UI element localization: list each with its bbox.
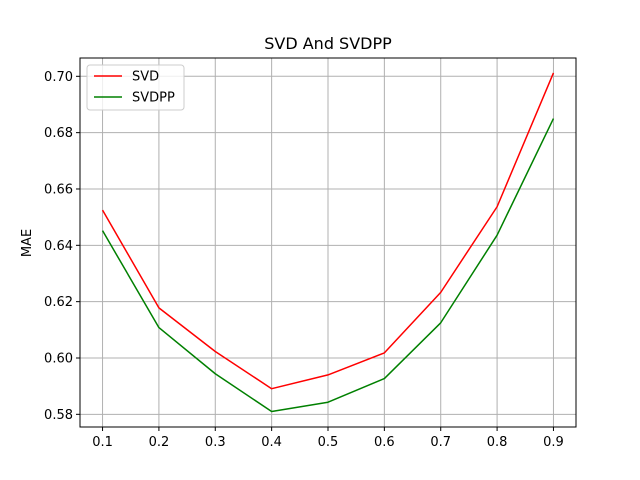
series-line-svd	[101, 72, 555, 390]
grid	[80, 58, 576, 427]
y-tick-label: 0.68	[44, 126, 73, 141]
y-tick-label: 0.62	[44, 295, 73, 310]
y-axis-ticks: 0.58 0.60 0.62 0.64 0.66 0.68 0.70	[44, 70, 80, 423]
y-tick-label: 0.64	[44, 239, 73, 254]
y-tick-label: 0.58	[44, 408, 73, 423]
series-lines	[101, 72, 555, 413]
x-tick-label: 0.4	[261, 435, 282, 450]
x-tick-label: 0.1	[92, 435, 113, 450]
y-axis-label: MAE	[20, 229, 35, 257]
legend-label-svd: SVD	[132, 70, 159, 85]
y-tick-label: 0.66	[44, 182, 73, 197]
x-tick-label: 0.7	[430, 435, 451, 450]
series-line-svdpp	[101, 118, 555, 413]
x-tick-label: 0.9	[543, 435, 564, 450]
x-tick-label: 0.8	[487, 435, 508, 450]
x-axis-ticks: 0.1 0.2 0.3 0.4 0.5 0.6 0.7 0.8 0.9	[92, 427, 564, 450]
x-tick-label: 0.3	[205, 435, 226, 450]
x-tick-label: 0.6	[374, 435, 395, 450]
legend-label-svdpp: SVDPP	[132, 91, 175, 106]
y-tick-label: 0.70	[44, 70, 73, 85]
x-tick-label: 0.2	[149, 435, 170, 450]
y-tick-label: 0.60	[44, 351, 73, 366]
chart-title: SVD And SVDPP	[264, 34, 392, 53]
x-tick-label: 0.5	[318, 435, 339, 450]
legend: SVD SVDPP	[86, 64, 185, 111]
